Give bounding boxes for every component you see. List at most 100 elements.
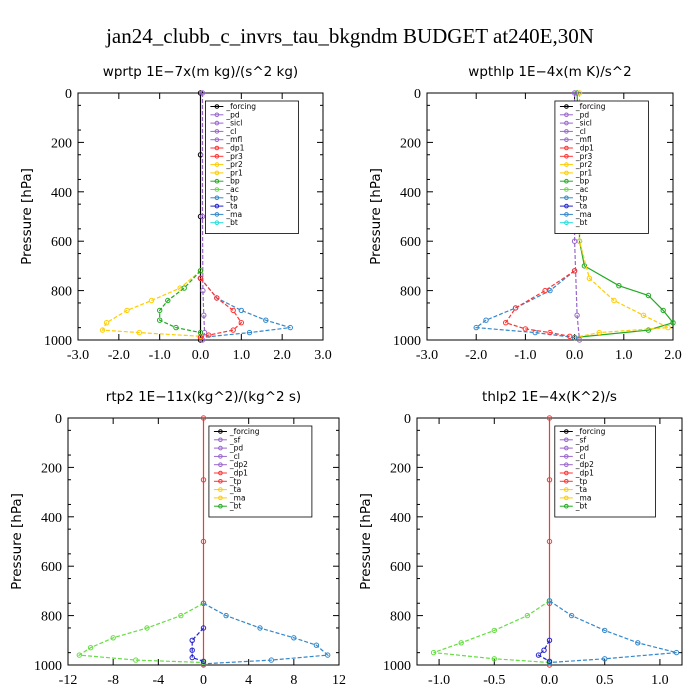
legend-label: _tp bbox=[229, 477, 242, 486]
data-point bbox=[87, 645, 94, 651]
legend-label: _pd bbox=[225, 110, 240, 119]
legend-marker bbox=[564, 195, 569, 201]
x-tick-label: 1.0 bbox=[233, 348, 251, 363]
x-tick-label: -0.5 bbox=[483, 673, 505, 688]
panel-1: wpthlp 1E−4x(m K)/s^2 Pressure [hPa] 0 200 4… bbox=[368, 64, 682, 363]
x-tick-label: 12 bbox=[332, 673, 346, 688]
legend-label: _tp bbox=[225, 193, 238, 202]
legend-marker bbox=[564, 120, 569, 126]
y-tick-label: 800 bbox=[41, 610, 62, 625]
data-point bbox=[602, 627, 608, 634]
legend-marker bbox=[214, 104, 220, 109]
data-point bbox=[200, 661, 207, 667]
data-point bbox=[287, 324, 293, 331]
x-tick-label: -4 bbox=[152, 673, 164, 688]
data-point bbox=[596, 329, 602, 336]
series-line bbox=[537, 640, 551, 662]
legend-label: _pr1 bbox=[575, 168, 593, 177]
data-point bbox=[542, 287, 548, 294]
legend-label: _dp1 bbox=[575, 144, 594, 153]
series-line bbox=[191, 627, 204, 662]
data-point bbox=[430, 649, 437, 656]
x-tick-label: 0.5 bbox=[596, 673, 614, 688]
y-tick-label: 1000 bbox=[44, 334, 72, 349]
y-tick-label: 400 bbox=[400, 186, 421, 201]
data-point bbox=[124, 307, 130, 314]
y-tick-label: 600 bbox=[400, 235, 421, 250]
data-point bbox=[230, 307, 236, 314]
data-point bbox=[546, 415, 553, 421]
legend-label: _ac bbox=[575, 185, 588, 194]
legend-label: _dp2 bbox=[575, 460, 594, 469]
data-point bbox=[660, 307, 666, 314]
legend-marker bbox=[564, 454, 569, 459]
legend-label: _cl bbox=[225, 127, 236, 136]
y-axis-label: Pressure [hPa] bbox=[19, 168, 35, 265]
data-point bbox=[246, 329, 253, 336]
legend-marker bbox=[218, 429, 223, 434]
legend-label: _ta bbox=[575, 485, 587, 494]
data-point bbox=[602, 656, 608, 662]
legend-marker bbox=[218, 445, 223, 451]
legend-marker bbox=[214, 220, 220, 225]
legend-label: _ta bbox=[229, 485, 241, 494]
legend-label: _pr3 bbox=[225, 152, 243, 161]
data-point bbox=[197, 334, 204, 341]
legend-marker bbox=[564, 479, 569, 484]
legend-marker bbox=[214, 178, 220, 184]
legend-label: _bt bbox=[225, 218, 238, 227]
data-point bbox=[547, 329, 553, 336]
legend-marker bbox=[564, 503, 569, 509]
y-axis-label: Pressure [hPa] bbox=[358, 493, 374, 590]
data-point bbox=[199, 213, 206, 220]
y-tick-label: 400 bbox=[41, 511, 62, 526]
series-line bbox=[549, 600, 677, 664]
data-point bbox=[189, 637, 195, 643]
figure-title: jan24_clubb_c_invrs_tau_bkgndm BUDGET at… bbox=[105, 24, 594, 48]
legend-label: _bt bbox=[575, 218, 588, 227]
legend-label: _tp bbox=[575, 193, 588, 202]
data-point bbox=[546, 477, 553, 483]
data-point bbox=[200, 415, 207, 421]
data-point bbox=[268, 657, 274, 663]
legend-label: _cl bbox=[575, 127, 586, 136]
data-point bbox=[571, 238, 578, 244]
x-tick-label: -1.0 bbox=[149, 348, 171, 363]
data-point bbox=[491, 656, 497, 662]
data-point bbox=[148, 297, 155, 304]
legend-label: _bp bbox=[575, 177, 590, 186]
x-tick-label: 0 bbox=[200, 673, 207, 688]
data-point bbox=[165, 297, 171, 304]
x-tick-label: 2.0 bbox=[273, 348, 291, 363]
y-tick-label: 600 bbox=[51, 235, 72, 250]
legend-marker bbox=[564, 162, 569, 167]
data-point bbox=[524, 612, 531, 619]
legend-marker bbox=[564, 187, 569, 192]
data-point bbox=[576, 238, 583, 244]
data-point bbox=[178, 612, 184, 619]
data-point bbox=[571, 268, 578, 274]
legend-label: _pd bbox=[229, 444, 244, 453]
legend-marker bbox=[214, 195, 220, 201]
y-tick-label: 0 bbox=[414, 87, 421, 102]
plot-frame bbox=[426, 92, 674, 341]
legend-marker bbox=[214, 112, 220, 118]
legend-label: _pr2 bbox=[575, 160, 593, 169]
data-point bbox=[136, 329, 143, 336]
data-point bbox=[201, 312, 207, 318]
y-tick-label: 0 bbox=[65, 87, 72, 102]
series-line bbox=[101, 270, 201, 337]
data-point bbox=[611, 297, 617, 304]
data-point bbox=[640, 312, 647, 318]
data-point bbox=[173, 324, 179, 331]
series-line bbox=[201, 93, 206, 341]
x-tick-label: 3.0 bbox=[314, 348, 332, 363]
series-line bbox=[159, 270, 201, 334]
legend-marker bbox=[564, 178, 569, 184]
legend-label: _ac bbox=[225, 185, 238, 194]
data-point bbox=[200, 658, 207, 664]
legend-label: _ta bbox=[575, 202, 587, 211]
series-line bbox=[474, 270, 575, 339]
x-tick-label: -3.0 bbox=[416, 348, 438, 363]
y-tick-label: 400 bbox=[390, 511, 411, 526]
